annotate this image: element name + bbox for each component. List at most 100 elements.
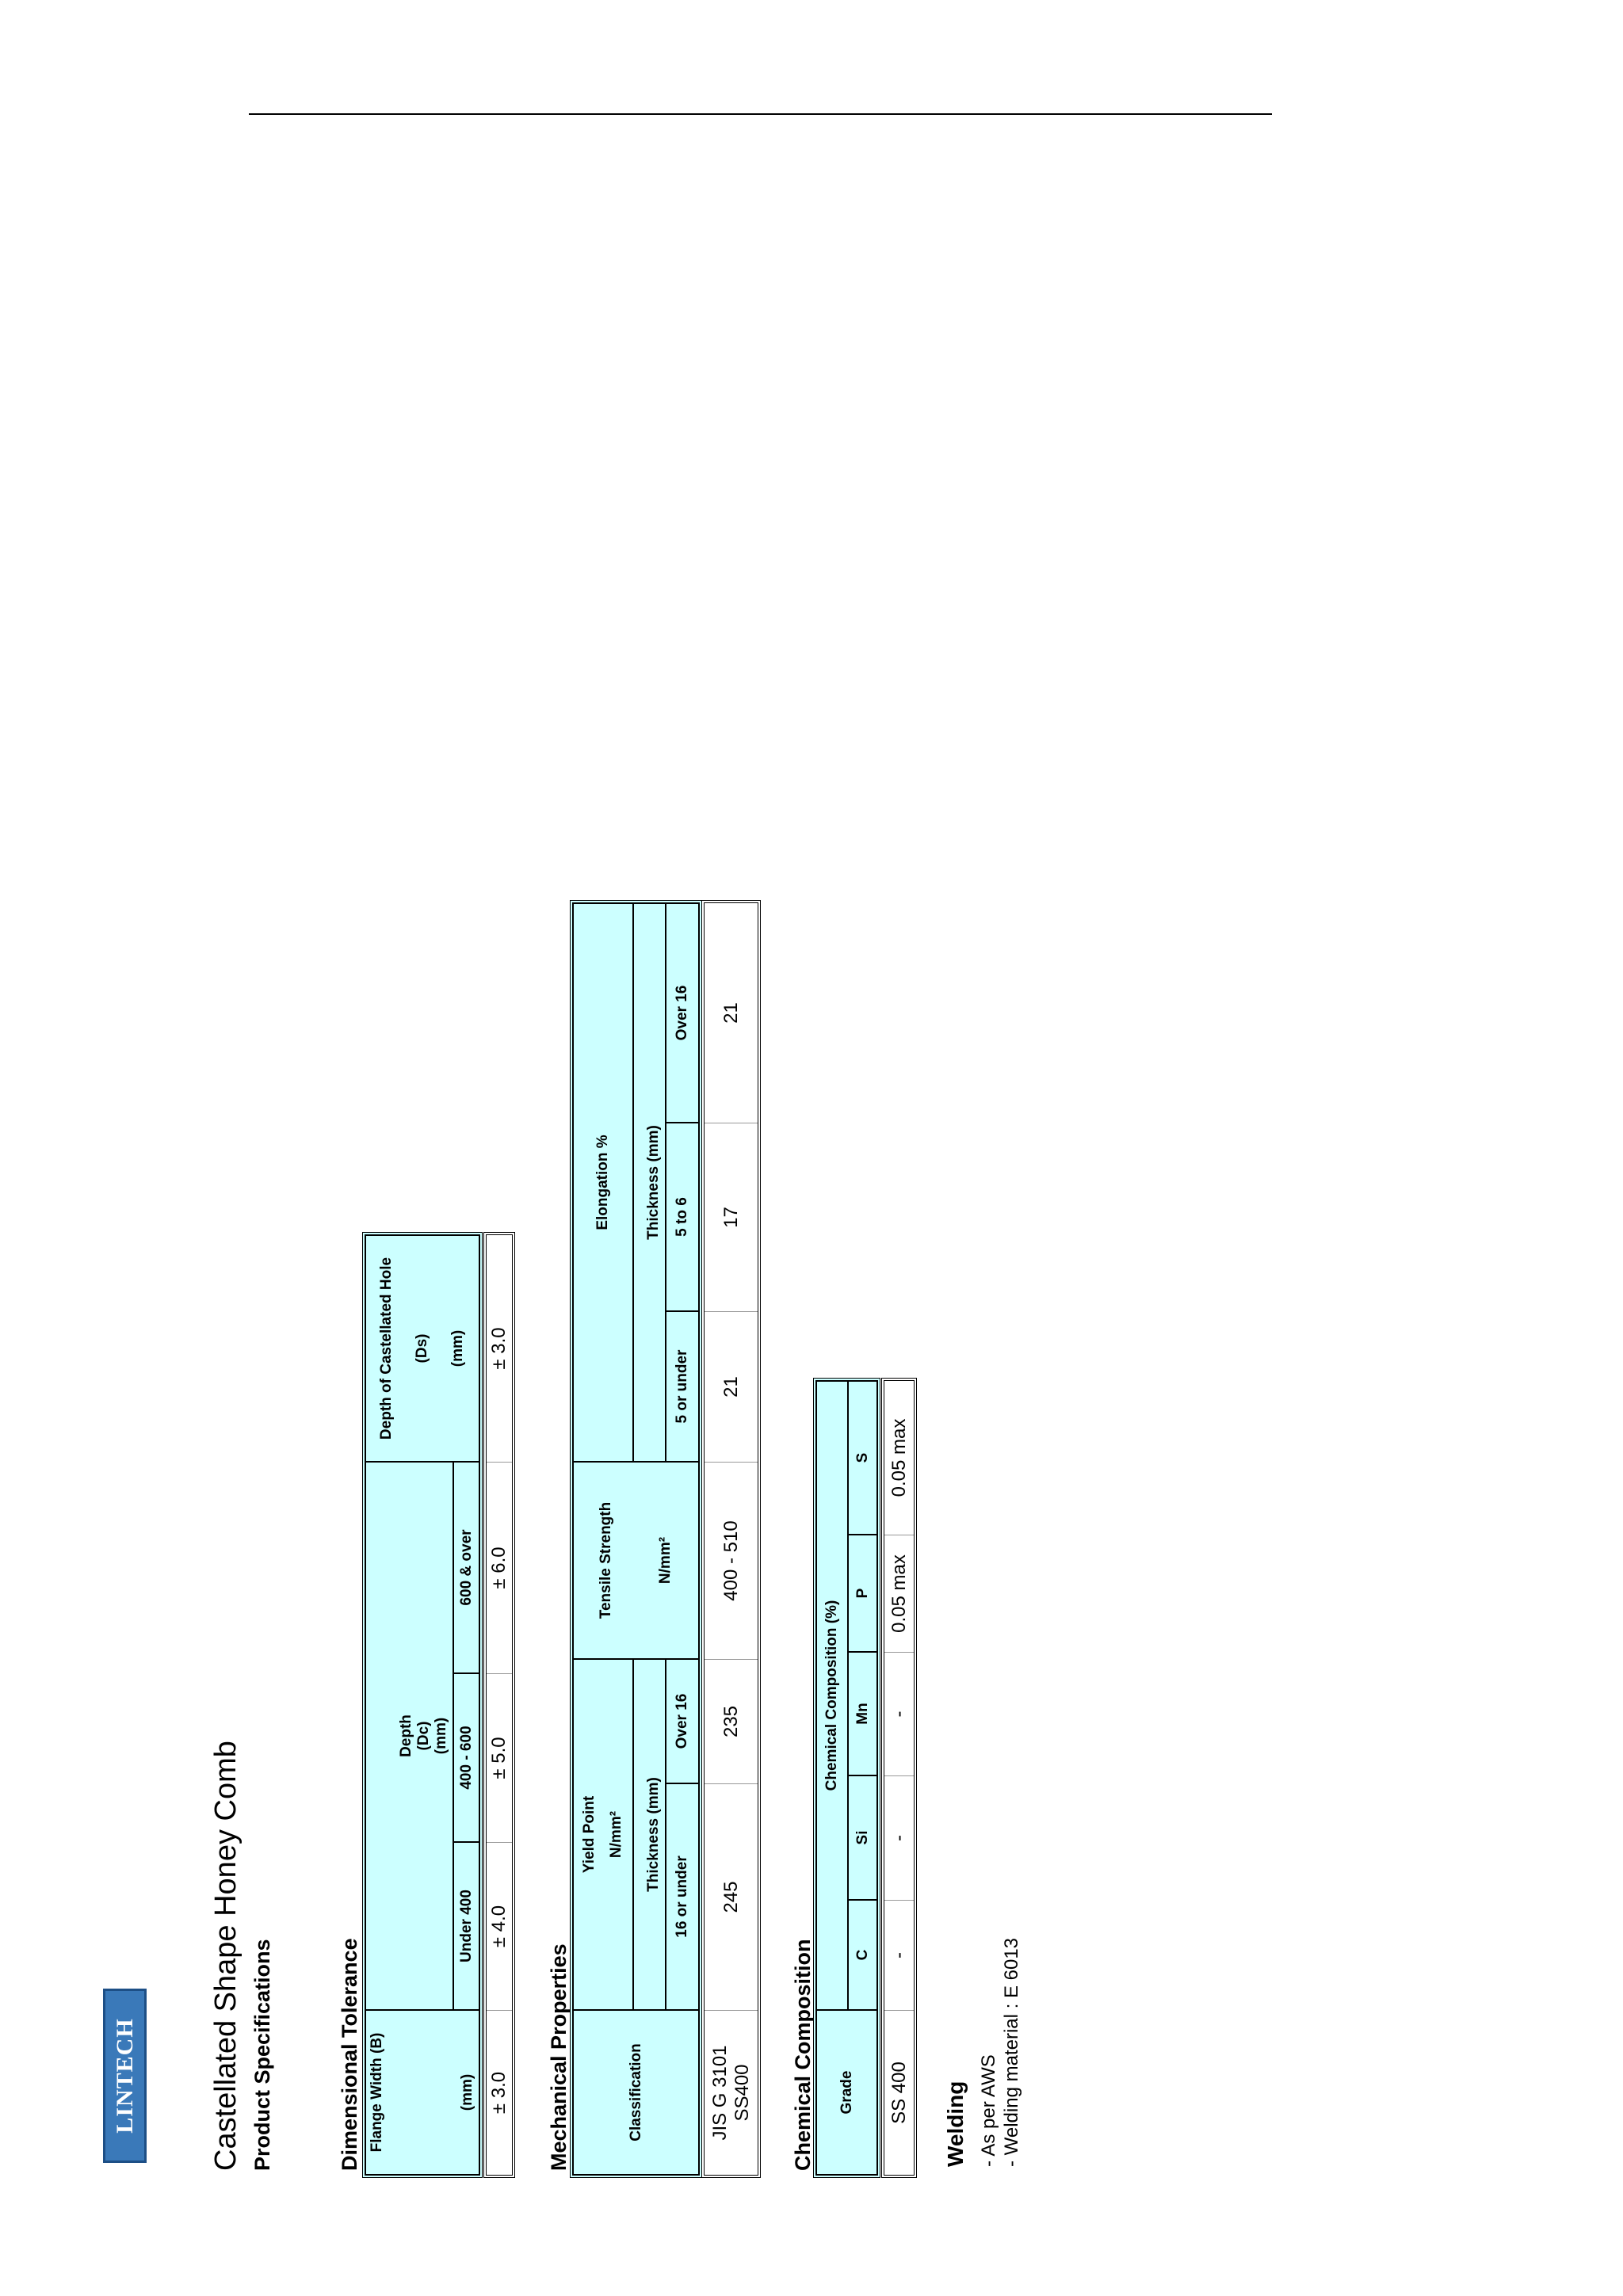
data-cell: 400 - 510 xyxy=(705,1462,758,1659)
logo: LINTECH xyxy=(103,1989,147,2163)
data-cell: ± 3.0 xyxy=(487,1235,512,1462)
data-cell: ± 6.0 xyxy=(487,1462,512,1673)
page-rule xyxy=(249,113,1272,115)
header-text: Si xyxy=(854,1830,871,1845)
cell-text: 400 - 510 xyxy=(720,1520,742,1601)
header-cell: Over 16 xyxy=(666,903,699,1123)
header-cell: 400 - 600 xyxy=(453,1673,479,1842)
cell-text: ± 5.0 xyxy=(488,1737,510,1779)
cell-text: 0.05 max xyxy=(888,1554,910,1633)
header-text: Depth xyxy=(398,1714,414,1757)
cell-text: 0.05 max xyxy=(888,1418,910,1497)
header-cell: 5 to 6 xyxy=(666,1123,699,1311)
header-text: (Dc) xyxy=(415,1721,432,1751)
header-text: Chemical Composition (%) xyxy=(823,1600,840,1791)
header-cell: 600 & over xyxy=(453,1462,479,1673)
header-text: Yield Point xyxy=(581,1795,598,1874)
header-cell: Yield Point N/mm² xyxy=(573,1659,633,2010)
cell-text: SS400 xyxy=(731,2064,753,2122)
header-text: Depth of Castellated Hole xyxy=(377,1257,395,1440)
header-cell: 16 or under xyxy=(666,1783,699,2010)
header-cell: Thickness (mm) xyxy=(633,903,666,1462)
header-text: 16 or under xyxy=(674,1855,690,1938)
header-text: C xyxy=(854,1949,871,1961)
header-text: Mn xyxy=(854,1703,871,1725)
header-text: Grade xyxy=(838,2070,855,2115)
section-title: Chemical Composition xyxy=(791,1939,815,2171)
header-text: 600 & over xyxy=(457,1529,475,1606)
header-text: S xyxy=(854,1452,871,1463)
welding-item: - As per AWS xyxy=(978,2054,999,2167)
data-cell: 0.05 max xyxy=(884,1381,914,1535)
data-cell: ± 3.0 xyxy=(487,2010,512,2175)
data-cell: 0.05 max xyxy=(884,1535,914,1652)
header-cell: S xyxy=(848,1381,877,1535)
header-text: Over 16 xyxy=(674,985,690,1041)
header-text: 400 - 600 xyxy=(457,1726,475,1790)
data-cell: 17 xyxy=(705,1123,758,1311)
header-cell: Chemical Composition (%) xyxy=(816,1381,848,2010)
header-cell: Mn xyxy=(848,1652,877,1775)
header-cell: Classification xyxy=(573,2010,699,2175)
header-cell: P xyxy=(848,1535,877,1652)
header-cell: Flange Width (B) (mm) xyxy=(365,2010,479,2175)
data-cell: - xyxy=(884,1900,914,2010)
cell-text: - xyxy=(888,1835,910,1841)
cell-text: - xyxy=(888,1952,910,1958)
header-text: Under 400 xyxy=(457,1890,475,1962)
header-text: Over 16 xyxy=(674,1693,690,1749)
header-text: (mm) xyxy=(449,1329,467,1367)
cell-text: 235 xyxy=(720,1705,742,1738)
cell-text: ± 6.0 xyxy=(488,1547,510,1589)
header-text: Flange Width (B) xyxy=(369,2032,385,2153)
cell-text: ± 3.0 xyxy=(488,1327,510,1370)
header-cell: Thickness (mm) xyxy=(633,1659,666,2010)
welding-item: - Welding material : E 6013 xyxy=(1001,1937,1022,2167)
header-text: Classification xyxy=(627,2043,644,2142)
cell-text: 21 xyxy=(720,1376,742,1398)
header-cell: Under 400 xyxy=(453,1842,479,2010)
header-cell: Grade xyxy=(816,2010,877,2175)
cell-text: 245 xyxy=(720,1881,742,1913)
header-text: 5 to 6 xyxy=(674,1197,690,1237)
data-cell: ± 5.0 xyxy=(487,1673,512,1842)
section-title: Dimensional Tolerance xyxy=(338,1938,361,2171)
data-cell: 21 xyxy=(705,1311,758,1462)
header-cell: Depth of Castellated Hole (Ds) (mm) xyxy=(365,1235,479,1462)
header-text: 5 or under xyxy=(674,1349,690,1424)
cell-text: ± 4.0 xyxy=(488,1905,510,1948)
data-cell: 245 xyxy=(705,1783,758,2010)
header-text: Thickness (mm) xyxy=(645,1777,662,1892)
header-text: N/mm² xyxy=(608,1810,624,1859)
header-cell: Elongation % xyxy=(573,903,633,1462)
header-cell: C xyxy=(848,1900,877,2010)
cell-text: JIS G 3101 xyxy=(708,2045,731,2141)
data-cell: ± 4.0 xyxy=(487,1842,512,2010)
cell-text: 17 xyxy=(720,1207,742,1228)
data-cell: JIS G 3101 SS400 xyxy=(705,2010,758,2175)
header-cell: Tensile Strength N/mm² xyxy=(573,1462,699,1659)
header-cell: Depth (Dc) (mm) xyxy=(365,1462,453,2010)
data-cell: - xyxy=(884,1652,914,1775)
cell-text: ± 3.0 xyxy=(488,2071,510,2115)
data-cell: 235 xyxy=(705,1659,758,1783)
section-title: Mechanical Properties xyxy=(547,1943,571,2171)
header-cell: Si xyxy=(848,1775,877,1900)
cell-text: SS 400 xyxy=(888,2061,910,2124)
logo-text: LINTECH xyxy=(111,2018,138,2134)
header-text: (Ds) xyxy=(413,1333,430,1363)
cell-text: - xyxy=(888,1711,910,1718)
subtitle: Product Specifications xyxy=(250,1939,274,2171)
header-cell: Over 16 xyxy=(666,1659,699,1783)
section-title: Welding xyxy=(943,2081,968,2167)
data-cell: - xyxy=(884,1775,914,1900)
header-text: Thickness (mm) xyxy=(645,1125,662,1240)
data-cell: SS 400 xyxy=(884,2010,914,2175)
cell-text: 21 xyxy=(720,1002,742,1024)
header-text: Tensile Strength xyxy=(597,1501,614,1619)
data-cell: 21 xyxy=(705,903,758,1123)
header-text: N/mm² xyxy=(657,1536,674,1585)
header-text: (mm) xyxy=(459,2073,475,2111)
